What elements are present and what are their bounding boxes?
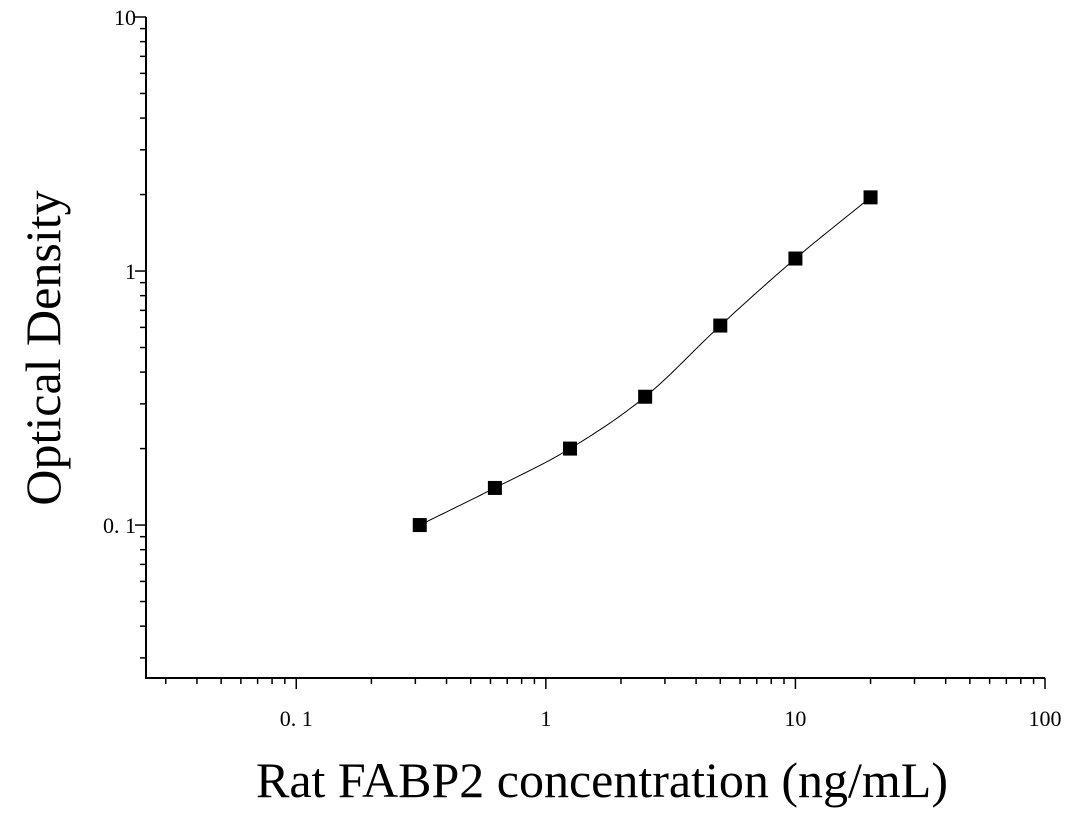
y-tick-label: 10 — [114, 5, 136, 30]
data-point — [863, 190, 878, 205]
x-axis: 0. 1 1 10 100 — [146, 677, 1062, 731]
x-axis-title: Rat FABP2 concentration (ng/mL) — [256, 752, 948, 808]
data-point — [713, 318, 728, 333]
data-point — [412, 518, 427, 533]
x-tick-label: 100 — [1029, 706, 1062, 731]
data-points — [412, 190, 878, 533]
y-axis-title: Optical Density — [15, 190, 71, 505]
x-ticks — [165, 678, 1046, 689]
x-tick-label: 10 — [784, 706, 806, 731]
fit-curve — [419, 197, 871, 526]
data-point — [788, 251, 803, 266]
y-ticks — [135, 16, 146, 659]
x-tick-labels: 0. 1 1 10 100 — [280, 706, 1062, 731]
data-point — [563, 441, 578, 456]
data-point — [487, 480, 502, 495]
x-tick-label: 0. 1 — [280, 706, 313, 731]
y-tick-label: 1 — [125, 259, 136, 284]
data-point — [638, 389, 653, 404]
y-tick-label: 0. 1 — [103, 513, 136, 538]
y-axis: 0. 1 1 10 — [103, 5, 147, 679]
y-tick-labels: 0. 1 1 10 — [103, 5, 136, 538]
x-tick-label: 1 — [540, 706, 551, 731]
